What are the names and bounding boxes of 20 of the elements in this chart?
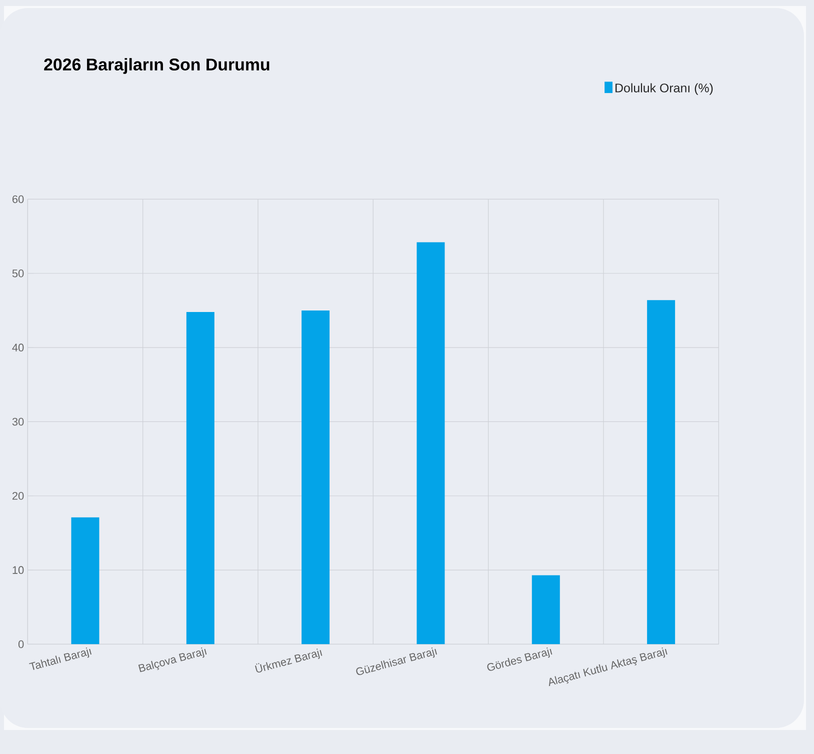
y-tick-label: 60 xyxy=(12,195,24,204)
y-tick-label: 40 xyxy=(12,344,24,352)
y-tick-label: 10 xyxy=(12,566,24,574)
x-tick-label: Gördes Barajı xyxy=(487,647,552,671)
x-tick-label: Tahtalı Barajı xyxy=(29,647,92,670)
y-tick-label: 0 xyxy=(18,640,24,648)
bar xyxy=(71,517,100,644)
legend-label: Doluluk Oranı (%) xyxy=(616,83,713,95)
y-tick-label: 30 xyxy=(12,418,24,426)
bar xyxy=(302,310,330,644)
x-tick-label: Balçova Barajı xyxy=(138,647,207,672)
chart-title: 2026 Barajların Son Durumu xyxy=(44,58,270,74)
bar xyxy=(532,575,560,644)
bar xyxy=(416,242,445,644)
x-tick-label: Ürkmez Barajı xyxy=(254,648,322,673)
y-tick-label: 50 xyxy=(12,270,24,278)
bar xyxy=(647,300,676,644)
x-tick-label: Güzelhisar Barajı xyxy=(356,647,437,676)
bar xyxy=(186,312,214,644)
y-tick-label: 20 xyxy=(12,492,24,500)
